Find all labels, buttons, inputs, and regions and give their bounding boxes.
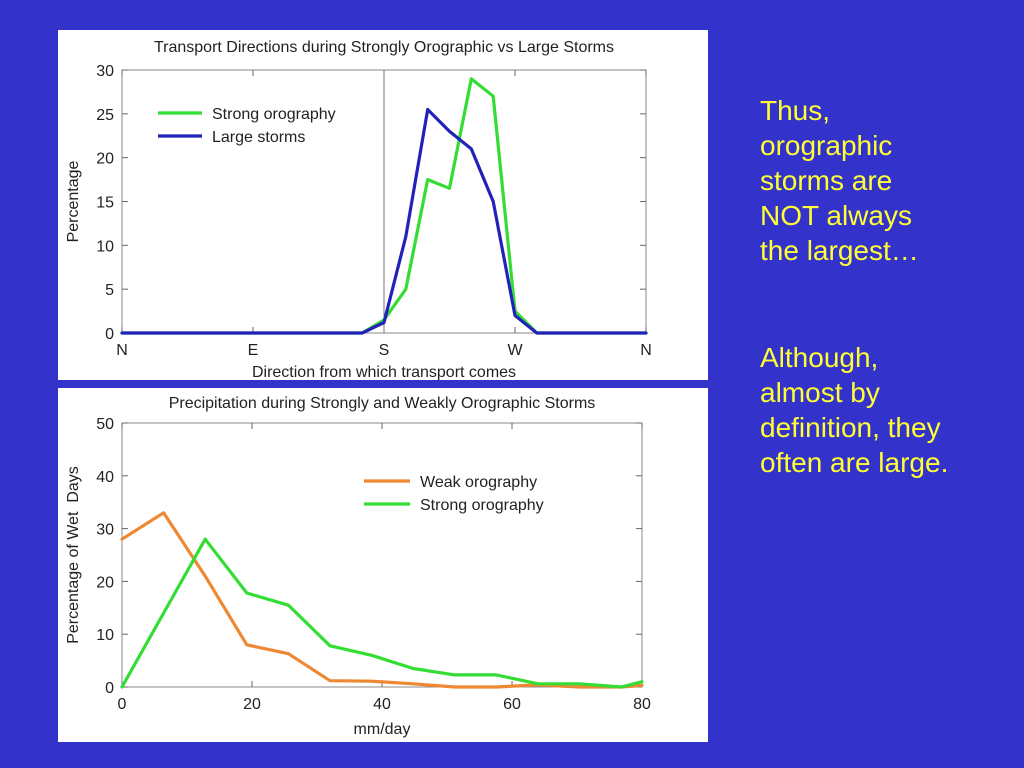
chart-title: Precipitation during Strongly and Weakly… xyxy=(169,395,596,412)
x-tick-label: N xyxy=(640,342,652,359)
text-line: Thus, xyxy=(760,95,831,126)
side-text-caveat: Although, almost by definition, they oft… xyxy=(760,340,1010,480)
text-line: definition, they xyxy=(760,412,941,443)
x-tick-label: E xyxy=(248,342,259,359)
y-tick-label: 50 xyxy=(96,416,114,433)
y-tick-label: 10 xyxy=(96,238,114,255)
x-tick-label: N xyxy=(116,342,128,359)
x-tick-label: 80 xyxy=(633,696,651,713)
precipitation-chart: Precipitation during Strongly and Weakly… xyxy=(65,395,651,738)
transport-directions-chart: Transport Directions during Strongly Oro… xyxy=(65,39,652,380)
legend-label: Large storms xyxy=(212,129,305,146)
legend-label: Strong orography xyxy=(420,497,544,514)
y-tick-label: 30 xyxy=(96,522,114,539)
chart-panel-transport-directions: Transport Directions during Strongly Oro… xyxy=(58,30,708,380)
x-axis-label: mm/day xyxy=(354,721,411,738)
legend-label: Strong orography xyxy=(212,106,336,123)
y-axis-label: Percentage of Wet Days xyxy=(65,466,82,644)
y-tick-label: 40 xyxy=(96,469,114,486)
x-axis-label: Direction from which transport comes xyxy=(252,364,516,380)
side-text-conclusion: Thus, orographic storms are NOT always t… xyxy=(760,93,1010,268)
series-line-large-storms xyxy=(120,107,648,335)
x-tick-label: 60 xyxy=(503,696,521,713)
legend-label: Weak orography xyxy=(420,474,537,491)
text-line: almost by xyxy=(760,377,880,408)
x-tick-label: W xyxy=(507,342,523,359)
series-line-strong-orography xyxy=(120,537,644,689)
series-line-weak-orography xyxy=(120,511,644,689)
text-line: often are large. xyxy=(760,447,949,478)
chart-title: Transport Directions during Strongly Oro… xyxy=(154,39,614,56)
x-tick-label: 20 xyxy=(243,696,261,713)
text-line: NOT always xyxy=(760,200,912,231)
y-tick-label: 30 xyxy=(96,63,114,80)
y-tick-label: 25 xyxy=(96,107,114,124)
y-axis-label: Percentage xyxy=(65,160,82,242)
text-line: storms are xyxy=(760,165,893,196)
y-tick-label: 20 xyxy=(96,151,114,168)
x-tick-label: 40 xyxy=(373,696,391,713)
x-tick-label: 0 xyxy=(118,696,127,713)
text-line: orographic xyxy=(760,130,893,161)
plot-frame xyxy=(121,422,643,688)
chart-panel-precipitation: Precipitation during Strongly and Weakly… xyxy=(58,388,708,742)
y-tick-label: 10 xyxy=(96,627,114,644)
text-line: the largest… xyxy=(760,235,919,266)
y-tick-label: 15 xyxy=(96,195,114,212)
y-tick-label: 20 xyxy=(96,574,114,591)
x-tick-label: S xyxy=(379,342,390,359)
y-tick-label: 5 xyxy=(105,282,114,299)
y-tick-label: 0 xyxy=(105,326,114,343)
text-line: Although, xyxy=(760,342,879,373)
y-tick-label: 0 xyxy=(105,680,114,697)
